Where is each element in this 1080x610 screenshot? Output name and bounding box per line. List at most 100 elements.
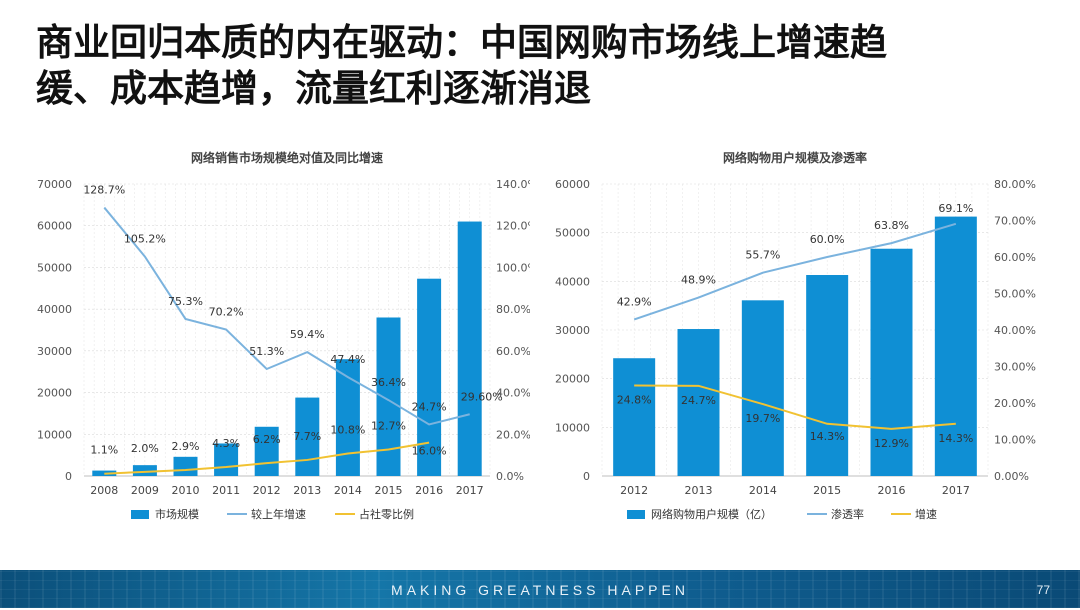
bar bbox=[870, 248, 913, 476]
bar bbox=[806, 275, 849, 476]
y-axis-tick-label: 0 bbox=[65, 470, 72, 483]
data-label: 1.1% bbox=[90, 444, 118, 457]
y2-axis-tick-label: 40.00% bbox=[994, 324, 1036, 337]
y2-axis-tick-label: 70.00% bbox=[994, 215, 1036, 228]
y2-axis-tick-label: 50.00% bbox=[994, 288, 1036, 301]
y2-axis-tick-label: 0.0% bbox=[496, 470, 524, 483]
x-axis-tick-label: 2013 bbox=[685, 484, 713, 497]
data-label: 75.3% bbox=[168, 295, 203, 308]
legend-label: 增速 bbox=[915, 507, 937, 521]
page-number: 77 bbox=[1036, 583, 1050, 597]
data-label: 7.7% bbox=[293, 430, 321, 443]
series-line bbox=[104, 441, 430, 475]
y2-axis-tick-label: 40.0% bbox=[496, 387, 530, 400]
bar bbox=[335, 359, 360, 476]
y2-axis-tick-label: 140.0% bbox=[496, 178, 530, 191]
data-label: 16.0% bbox=[412, 445, 447, 458]
y-axis-tick-label: 20000 bbox=[555, 373, 590, 386]
x-axis-tick-label: 2011 bbox=[212, 484, 240, 497]
data-label: 24.8% bbox=[617, 393, 652, 406]
data-label: 128.7% bbox=[83, 184, 125, 197]
y-axis-tick-label: 30000 bbox=[37, 345, 72, 358]
data-label: 14.3% bbox=[938, 432, 973, 445]
bar bbox=[457, 221, 482, 476]
y2-axis-tick-label: 120.0% bbox=[496, 220, 530, 233]
data-label: 47.4% bbox=[330, 353, 365, 366]
x-axis-tick-label: 2016 bbox=[878, 484, 906, 497]
data-label: 60.0% bbox=[810, 233, 845, 246]
legend-label: 渗透率 bbox=[831, 507, 864, 521]
chart-title: 网络购物用户规模及渗透率 bbox=[723, 150, 867, 165]
online-shopper-chart-svg: 网络购物用户规模及渗透率 0 10000 20000 30000 40000 50000 60… bbox=[555, 150, 1036, 521]
y2-axis-tick-label: 10.00% bbox=[994, 434, 1036, 447]
online-shopper-chart: 网络购物用户规模及渗透率 0 10000 20000 30000 40000 50000 60… bbox=[550, 140, 1048, 550]
data-label: 10.8% bbox=[330, 423, 365, 436]
x-axis-tick-label: 2008 bbox=[90, 484, 118, 497]
bar bbox=[173, 456, 198, 476]
y-axis-tick-label: 0 bbox=[583, 470, 590, 483]
x-axis-tick-label: 2015 bbox=[813, 484, 841, 497]
data-label: 105.2% bbox=[124, 233, 166, 246]
data-label: 6.2% bbox=[253, 433, 281, 446]
x-axis-tick-label: 2016 bbox=[415, 484, 443, 497]
y-axis-tick-label: 60000 bbox=[37, 220, 72, 233]
y-axis-tick-label: 10000 bbox=[37, 428, 72, 441]
series-line bbox=[103, 206, 470, 426]
bar bbox=[741, 300, 784, 476]
bar bbox=[132, 465, 157, 476]
chart-title: 网络销售市场规模绝对值及同比增速 bbox=[191, 150, 383, 165]
data-label: 12.9% bbox=[874, 437, 909, 450]
legend-label: 占社零比例 bbox=[359, 507, 414, 521]
data-label: 4.3% bbox=[212, 437, 240, 450]
bar bbox=[254, 426, 279, 476]
y2-axis-tick-label: 60.00% bbox=[994, 251, 1036, 264]
x-axis-tick-label: 2017 bbox=[456, 484, 484, 497]
data-label: 24.7% bbox=[412, 400, 447, 413]
y2-axis-tick-label: 20.0% bbox=[496, 428, 530, 441]
data-label: 2.0% bbox=[131, 442, 159, 455]
data-label: 69.1% bbox=[938, 202, 973, 215]
x-axis-tick-label: 2017 bbox=[942, 484, 970, 497]
bar bbox=[214, 443, 239, 476]
plot-grid bbox=[601, 183, 989, 477]
x-axis-tick-label: 2013 bbox=[293, 484, 321, 497]
y2-axis-tick-label: 100.0% bbox=[496, 261, 530, 274]
x-axis-tick-label: 2014 bbox=[334, 484, 362, 497]
y-axis-tick-label: 40000 bbox=[555, 275, 590, 288]
legend-label: 市场规模 bbox=[155, 507, 199, 521]
market-size-chart: 网络销售市场规模绝对值及同比增速 0 10000 20000 30000 40000 500… bbox=[32, 140, 530, 550]
data-label: 55.7% bbox=[745, 249, 780, 262]
y-axis-tick-label: 50000 bbox=[37, 261, 72, 274]
footer-banner: MAKING GREATNESS HAPPEN 77 bbox=[0, 570, 1080, 608]
legend-label: 较上年增速 bbox=[251, 507, 306, 521]
data-label: 2.9% bbox=[172, 440, 200, 453]
bar bbox=[295, 397, 320, 476]
data-label: 70.2% bbox=[209, 306, 244, 319]
y-axis-tick-label: 70000 bbox=[37, 178, 72, 191]
legend-swatch bbox=[131, 510, 149, 519]
y-axis-tick-label: 20000 bbox=[37, 387, 72, 400]
x-axis-tick-label: 2012 bbox=[620, 484, 648, 497]
bar bbox=[934, 216, 977, 476]
y2-axis-tick-label: 80.00% bbox=[994, 178, 1036, 191]
series-line bbox=[634, 384, 956, 430]
data-label: 42.9% bbox=[617, 295, 652, 308]
legend-label: 网络购物用户规模（亿） bbox=[651, 507, 772, 521]
x-axis-tick-label: 2012 bbox=[253, 484, 281, 497]
y-axis-tick-label: 40000 bbox=[37, 303, 72, 316]
y-axis-tick-label: 50000 bbox=[555, 227, 590, 240]
slide-title: 商业回归本质的内在驱动：中国网购市场线上增速趋 缓、成本趋增，流量红利逐渐消退 bbox=[36, 20, 1036, 112]
x-axis-tick-label: 2010 bbox=[172, 484, 200, 497]
data-label: 24.7% bbox=[681, 394, 716, 407]
bar bbox=[376, 317, 401, 476]
data-label: 63.8% bbox=[874, 219, 909, 232]
y2-axis-tick-label: 60.0% bbox=[496, 345, 530, 358]
bar bbox=[677, 329, 720, 476]
y-axis-tick-label: 10000 bbox=[555, 421, 590, 434]
data-label: 14.3% bbox=[810, 430, 845, 443]
y2-axis-tick-label: 80.0% bbox=[496, 303, 530, 316]
data-label: 19.7% bbox=[745, 412, 780, 425]
y2-axis-tick-label: 0.00% bbox=[994, 470, 1029, 483]
y2-axis-tick-label: 20.00% bbox=[994, 397, 1036, 410]
bar bbox=[613, 358, 656, 476]
